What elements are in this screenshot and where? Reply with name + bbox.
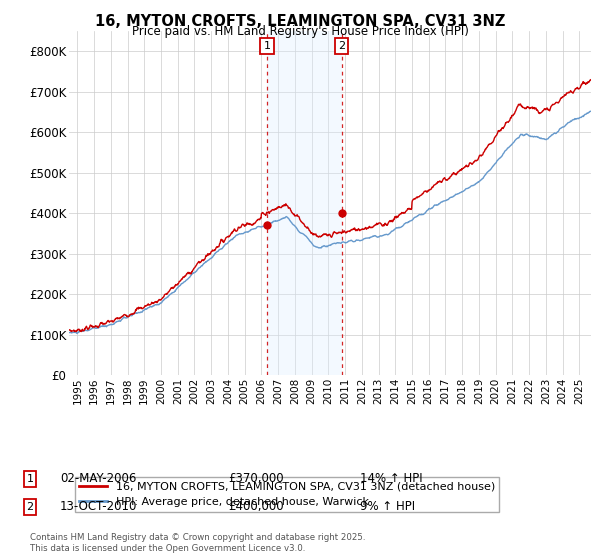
Text: 2: 2 <box>338 41 345 51</box>
Text: £370,000: £370,000 <box>228 472 284 486</box>
Text: £400,000: £400,000 <box>228 500 284 514</box>
Text: 9% ↑ HPI: 9% ↑ HPI <box>360 500 415 514</box>
Text: Price paid vs. HM Land Registry's House Price Index (HPI): Price paid vs. HM Land Registry's House … <box>131 25 469 38</box>
Text: 1: 1 <box>26 474 34 484</box>
Text: 1: 1 <box>263 41 271 51</box>
Text: 14% ↑ HPI: 14% ↑ HPI <box>360 472 422 486</box>
Text: 02-MAY-2006: 02-MAY-2006 <box>60 472 136 486</box>
Legend: 16, MYTON CROFTS, LEAMINGTON SPA, CV31 3NZ (detached house), HPI: Average price,: 16, MYTON CROFTS, LEAMINGTON SPA, CV31 3… <box>74 477 499 512</box>
Text: 13-OCT-2010: 13-OCT-2010 <box>60 500 137 514</box>
Bar <box>267 31 341 375</box>
Text: 16, MYTON CROFTS, LEAMINGTON SPA, CV31 3NZ: 16, MYTON CROFTS, LEAMINGTON SPA, CV31 3… <box>95 14 505 29</box>
Text: 2: 2 <box>26 502 34 512</box>
Text: Contains HM Land Registry data © Crown copyright and database right 2025.
This d: Contains HM Land Registry data © Crown c… <box>30 533 365 553</box>
